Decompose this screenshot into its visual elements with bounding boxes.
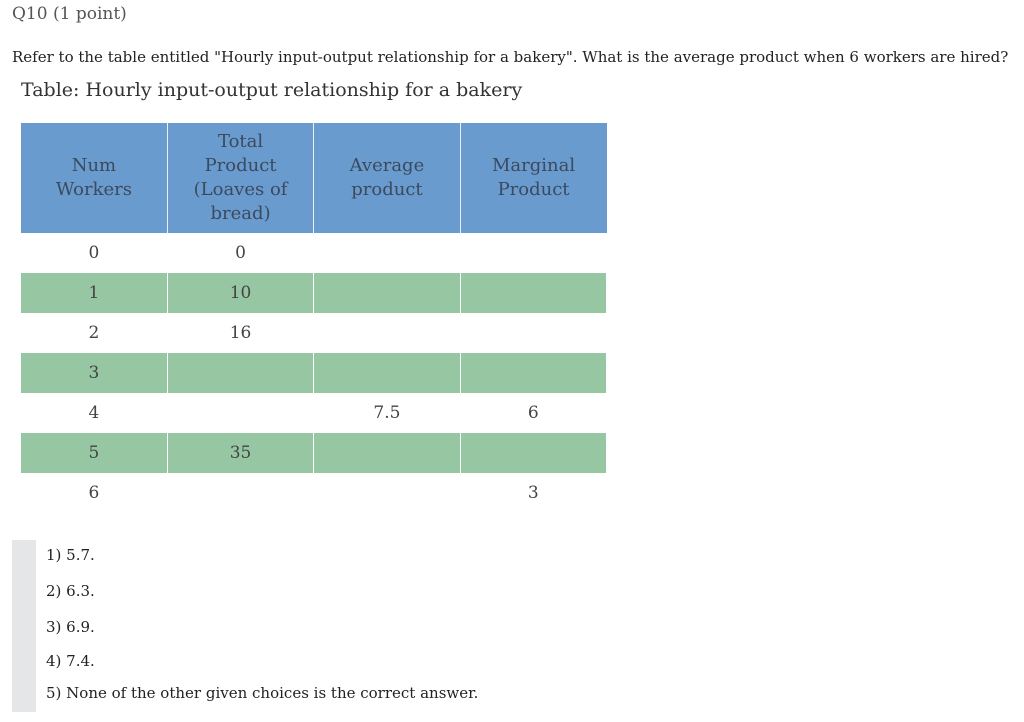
choices: 1) 5.7. 2) 6.3. 3) 6.9. 4) 7.4. 5) None of t… (12, 540, 712, 712)
table-cell (460, 313, 608, 353)
table-cell (460, 433, 608, 473)
column-header: Num Workers (21, 123, 168, 233)
table-cell (167, 473, 315, 513)
table-row: 2 16 (21, 313, 608, 353)
table-cell: 6 (21, 473, 168, 513)
table-cell: 3 (21, 353, 168, 393)
data-table: Num Workers Total Product (Loaves of brea… (21, 123, 608, 513)
table-cell (167, 353, 315, 393)
table-cell: 5 (21, 433, 168, 473)
choice-bar (12, 540, 36, 712)
table-cell: 1 (21, 273, 168, 313)
table-cell: 35 (167, 433, 315, 473)
table-cell: 16 (167, 313, 315, 353)
answer-choice[interactable]: 1) 5.7. (46, 546, 95, 564)
table-cell (460, 273, 608, 313)
question-text: Refer to the table entitled "Hourly inpu… (12, 48, 1009, 66)
table-cell: 0 (167, 233, 315, 273)
column-header: Marginal Product (460, 123, 607, 233)
answer-choice[interactable]: 5) None of the other given choices is th… (46, 684, 479, 702)
header-row: Num Workers Total Product (Loaves of brea… (21, 123, 607, 233)
table-cell: 4 (21, 393, 168, 433)
table-cell (313, 433, 461, 473)
table-cell (460, 233, 608, 273)
answer-choice[interactable]: 4) 7.4. (46, 652, 95, 670)
table-cell: 6 (460, 393, 608, 433)
table-title: Table: Hourly input-output relationship … (21, 79, 523, 101)
answer-choice[interactable]: 2) 6.3. (46, 582, 95, 600)
table-cell (313, 313, 461, 353)
table-cell (313, 473, 461, 513)
column-header: Average product (313, 123, 461, 233)
table-cell: 3 (460, 473, 608, 513)
table-cell: 2 (21, 313, 168, 353)
table-row: 4 7.5 6 (21, 393, 608, 433)
table-cell: 0 (21, 233, 168, 273)
table-row: 3 (21, 353, 608, 393)
table-row: 5 35 (21, 433, 608, 473)
table-cell: 7.5 (313, 393, 461, 433)
table-row: 1 10 (21, 273, 608, 313)
table-body: 0 0 1 10 2 16 3 4 7.5 6 5 35 6 3 (21, 233, 608, 513)
table-cell (313, 353, 461, 393)
answer-choice[interactable]: 3) 6.9. (46, 618, 95, 636)
table-cell: 10 (167, 273, 315, 313)
column-header: Total Product (Loaves of bread) (167, 123, 315, 233)
table-cell (313, 233, 461, 273)
question-title: Q10 (1 point) (12, 4, 127, 24)
table-cell (460, 353, 608, 393)
table-cell (167, 393, 315, 433)
table-cell (313, 273, 461, 313)
